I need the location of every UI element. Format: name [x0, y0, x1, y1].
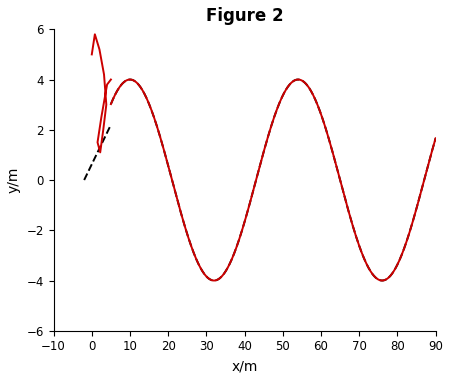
Title: Figure 2: Figure 2: [206, 7, 284, 25]
Y-axis label: y/m: y/m: [7, 167, 21, 193]
X-axis label: x/m: x/m: [231, 359, 258, 373]
